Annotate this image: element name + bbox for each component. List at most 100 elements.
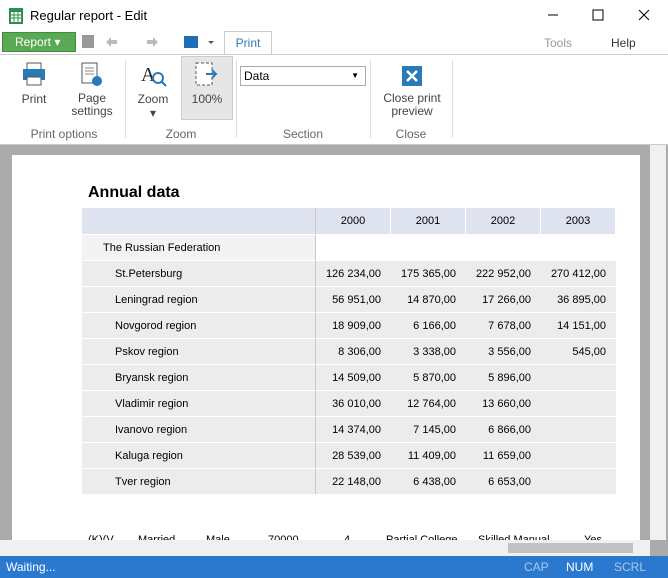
cell-value: 5 870,00	[391, 364, 466, 390]
cell-value: 28 539,00	[316, 442, 391, 468]
cell-value: 13 660,00	[466, 390, 541, 416]
cell-value: 5 896,00	[466, 364, 541, 390]
cell-value: 7 678,00	[466, 312, 541, 338]
cell-value: 3 338,00	[391, 338, 466, 364]
cell-value: 6 653,00	[466, 468, 541, 494]
cell-value: 8 306,00	[316, 338, 391, 364]
zoom-icon: A	[141, 64, 167, 87]
next-page-text: 70000	[268, 534, 299, 540]
zoom-100-icon	[195, 62, 218, 86]
cell-value: 36 010,00	[316, 390, 391, 416]
cell-value: 6 438,00	[391, 468, 466, 494]
window-controls[interactable]	[540, 4, 660, 26]
report-title: Annual data	[88, 184, 180, 201]
row-label: Kaluga region	[82, 442, 316, 468]
quick-access[interactable]	[80, 33, 220, 51]
ribbon	[0, 54, 668, 145]
next-page-text: 4	[344, 534, 351, 540]
close-icon	[402, 66, 422, 86]
row-label: Novgorod region	[82, 312, 316, 338]
cell-value: 18 909,00	[316, 312, 391, 338]
cell-value: 56 951,00	[316, 286, 391, 312]
row-label: Ivanovo region	[82, 416, 316, 442]
cell-value	[541, 364, 616, 390]
page: Annual data 2000 2001 2002 2003 The Russian …	[12, 155, 640, 540]
cell-value: 14 509,00	[316, 364, 391, 390]
svg-text:A: A	[141, 64, 156, 86]
next-page-text: Partial College	[386, 534, 458, 540]
column-header: 2003	[541, 208, 616, 234]
menu-help[interactable]: Help	[611, 36, 636, 50]
cell-value: 11 659,00	[466, 442, 541, 468]
group-label: Print options	[30, 127, 98, 141]
row-label: Pskov region	[82, 338, 316, 364]
cell-value: 36 895,00	[541, 286, 616, 312]
cell-value: 270 412,00	[541, 260, 616, 286]
zoom-100-label: 100%	[191, 92, 223, 106]
header-cell	[82, 208, 316, 234]
report-button-label: Report	[15, 35, 52, 49]
group-label: Section	[282, 127, 324, 141]
vertical-scrollbar[interactable]	[650, 145, 666, 540]
column-header: 2000	[316, 208, 391, 234]
cell-value: 17 266,00	[466, 286, 541, 312]
zoom-button[interactable]: Zoom ▾	[137, 92, 169, 120]
cell-value: 6 166,00	[391, 312, 466, 338]
cell-value	[541, 390, 616, 416]
cell-value: 11 409,00	[391, 442, 466, 468]
status-message: Waiting...	[6, 560, 56, 574]
row-label: Leningrad region	[82, 286, 316, 312]
zoom-label: Zoom	[137, 92, 169, 106]
print-button[interactable]: Print	[21, 92, 47, 106]
row-label: The Russian Federation	[82, 234, 316, 260]
cell-value	[316, 234, 391, 260]
cell-value	[541, 442, 616, 468]
page-settings-icon	[81, 62, 102, 86]
cell-value	[391, 234, 466, 260]
row-label: Vladimir region	[82, 390, 316, 416]
status-scrl: SCRL	[614, 560, 647, 574]
next-page-text: Yes	[584, 534, 602, 540]
next-page-text: Male	[206, 534, 230, 540]
row-label: Bryansk region	[82, 364, 316, 390]
cell-value: 7 145,00	[391, 416, 466, 442]
cell-value	[541, 468, 616, 494]
cell-value	[541, 416, 616, 442]
cell-value: 545,00	[541, 338, 616, 364]
app-icon	[9, 8, 23, 24]
status-cap: CAP	[524, 560, 549, 574]
report-button[interactable]: Report ▾	[2, 32, 76, 52]
cell-value	[541, 234, 616, 260]
window-title: Regular report - Edit	[30, 8, 148, 23]
next-page-text: (K)(V	[88, 534, 114, 540]
cell-value: 222 952,00	[466, 260, 541, 286]
cell-value: 6 866,00	[466, 416, 541, 442]
print-tab[interactable]: Print	[224, 31, 272, 55]
row-label: St.Petersburg	[82, 260, 316, 286]
cell-value: 12 764,00	[391, 390, 466, 416]
cell-value: 175 365,00	[391, 260, 466, 286]
close-preview-button[interactable]: Close print preview	[383, 91, 441, 118]
section-value: Data	[244, 69, 270, 83]
print-icon	[23, 62, 45, 86]
cell-value: 126 234,00	[316, 260, 391, 286]
next-page-text: Skilled Manual	[478, 534, 550, 540]
status-bar: Waiting... CAP NUM SCRL	[0, 556, 668, 578]
horizontal-scrollbar[interactable]	[0, 540, 650, 556]
cell-value	[466, 234, 541, 260]
row-label: Tver region	[82, 468, 316, 494]
status-num: NUM	[566, 560, 594, 574]
cell-value: 3 556,00	[466, 338, 541, 364]
cell-value: 14 374,00	[316, 416, 391, 442]
column-header: 2002	[466, 208, 541, 234]
cell-value: 14 151,00	[541, 312, 616, 338]
menu-tools[interactable]: Tools	[544, 36, 573, 50]
page-settings-button[interactable]: Page settings	[71, 91, 113, 118]
cell-value: 14 870,00	[391, 286, 466, 312]
column-header: 2001	[391, 208, 466, 234]
section-dropdown[interactable]: Data ▼	[240, 66, 366, 86]
group-label: Close	[395, 127, 427, 141]
next-page-text: Married	[138, 534, 176, 540]
cell-value: 22 148,00	[316, 468, 391, 494]
